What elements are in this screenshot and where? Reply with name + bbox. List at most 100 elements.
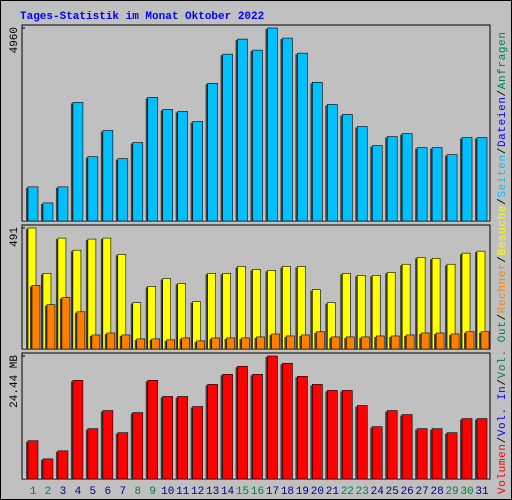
bar [360, 336, 370, 350]
legend-item: Volumen [497, 444, 509, 494]
bar [256, 336, 265, 350]
x-tick-label: 24 [371, 486, 385, 498]
bar [61, 297, 71, 350]
legend-item: Vol. In [497, 386, 509, 436]
y-tick-label: 491 [9, 227, 21, 247]
bar [31, 285, 41, 350]
bar [147, 380, 159, 480]
x-tick-label: 5 [90, 486, 97, 498]
y-tick-label: 4960 [9, 27, 21, 53]
bar [207, 384, 218, 480]
bar [431, 147, 443, 222]
bar [345, 336, 355, 350]
bar [341, 390, 353, 480]
bar [375, 335, 385, 350]
x-tick-label: 27 [416, 486, 429, 498]
x-tick-label: 7 [119, 486, 126, 498]
bar [27, 186, 39, 222]
x-tick-label: 15 [236, 486, 249, 498]
bar [252, 374, 263, 480]
x-tick-label: 30 [460, 486, 473, 498]
bar [446, 154, 458, 222]
bar [282, 37, 293, 222]
bar [72, 102, 84, 222]
bar [196, 340, 205, 350]
bar [341, 114, 353, 222]
legend-item: Dateien [497, 97, 509, 147]
bar [331, 336, 340, 350]
bar [416, 428, 428, 480]
bar [252, 49, 263, 222]
x-tick-label: 26 [401, 486, 414, 498]
title: Tages-Statistik im Monat Oktober 2022 [20, 11, 264, 23]
bar [162, 396, 173, 480]
x-tick-label: 14 [221, 486, 235, 498]
x-tick-label: 4 [75, 486, 82, 498]
bar [132, 142, 144, 222]
legend: Volumen/Vol. In/Vol. Out/Rechner/Besuche… [497, 32, 509, 494]
bar [87, 238, 97, 350]
bar [416, 147, 428, 222]
bar [386, 410, 398, 480]
bar [446, 432, 458, 480]
x-tick-label: 17 [266, 486, 279, 498]
bar [327, 390, 338, 480]
legend-separator: / [497, 90, 509, 97]
bar [72, 380, 84, 480]
bar [192, 406, 203, 480]
bar [386, 136, 398, 222]
legend-separator: / [497, 314, 509, 321]
bar [297, 376, 308, 480]
bar [42, 202, 54, 222]
bar [102, 130, 114, 222]
bar [106, 332, 116, 350]
legend-item: Seiten [497, 155, 509, 198]
bar [102, 410, 114, 480]
legend-separator: / [497, 148, 509, 155]
bar [211, 337, 220, 350]
bar [177, 396, 188, 480]
bar [222, 53, 233, 222]
x-tick-label: 6 [105, 486, 112, 498]
bar [177, 111, 188, 222]
bar [166, 339, 175, 350]
x-tick-label: 19 [296, 486, 309, 498]
bar [136, 338, 146, 350]
bar [46, 304, 56, 350]
bar [420, 332, 430, 350]
bar [226, 337, 235, 350]
bar [312, 81, 323, 222]
x-tick-label: 8 [134, 486, 141, 498]
x-tick-label: 2 [45, 486, 52, 498]
bar [301, 334, 310, 350]
bar [117, 432, 129, 480]
bar [390, 335, 400, 350]
bar [162, 278, 171, 350]
bar [405, 334, 415, 350]
bar [316, 331, 325, 350]
bar [267, 355, 278, 480]
bar [401, 133, 413, 222]
bar [450, 333, 460, 350]
x-tick-label: 22 [341, 486, 354, 498]
bar [461, 418, 473, 480]
bar [297, 52, 308, 222]
x-tick-label: 3 [60, 486, 67, 498]
legend-item: Rechner [497, 263, 509, 313]
bar [237, 38, 248, 222]
bar [241, 337, 250, 350]
bar [480, 331, 490, 350]
x-tick-label: 18 [281, 486, 294, 498]
x-tick-label: 25 [386, 486, 399, 498]
bar [87, 428, 99, 480]
bar [102, 237, 112, 350]
bar [121, 334, 131, 350]
bar [356, 405, 368, 480]
x-tick-label: 12 [191, 486, 204, 498]
bar [476, 137, 488, 222]
bar [151, 338, 161, 350]
bar [162, 109, 173, 222]
bar [312, 384, 323, 480]
x-tick-label: 23 [356, 486, 369, 498]
